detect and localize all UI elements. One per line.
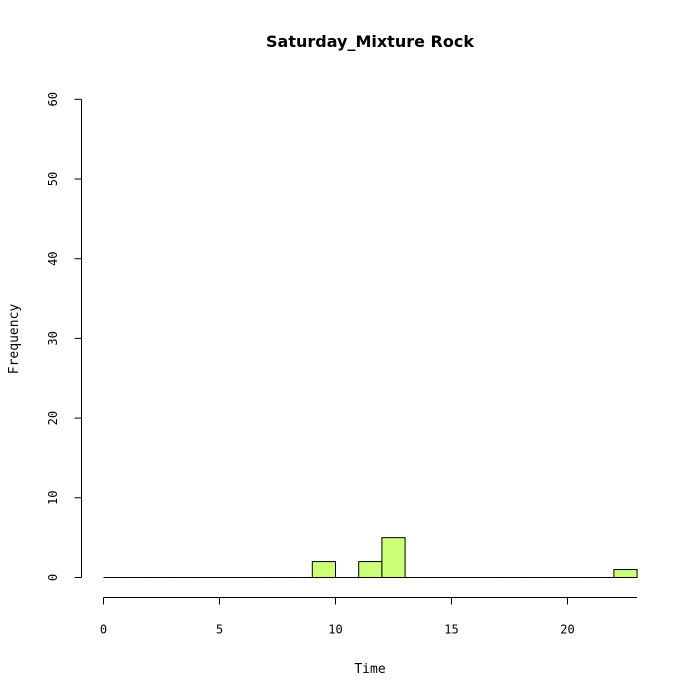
x-tick-label: 0 (100, 623, 107, 637)
y-tick-label: 0 (46, 574, 60, 581)
y-tick-label: 50 (46, 172, 60, 186)
chart-title: Saturday_Mixture Rock (266, 32, 474, 51)
x-axis-label: Time (354, 662, 385, 677)
bars-group (103, 537, 638, 579)
histogram-bar (381, 537, 406, 579)
y-tick-label: 20 (46, 411, 60, 425)
x-tick-label: 20 (560, 623, 574, 637)
x-tick-label: 5 (216, 623, 223, 637)
x-axis: 0 5 10 15 20 (100, 597, 638, 637)
histogram-bar (311, 561, 336, 578)
y-axis: 0 10 20 30 40 50 60 (46, 92, 82, 581)
histogram-bar (358, 561, 383, 578)
x-tick-label: 15 (444, 623, 458, 637)
y-tick-label: 10 (46, 491, 60, 505)
y-tick-label: 30 (46, 331, 60, 345)
x-tick-label: 10 (328, 623, 342, 637)
y-axis-label: Frequency (7, 304, 22, 375)
histogram-bar (613, 569, 638, 579)
y-tick-label: 60 (46, 92, 60, 106)
y-tick-label: 40 (46, 251, 60, 265)
